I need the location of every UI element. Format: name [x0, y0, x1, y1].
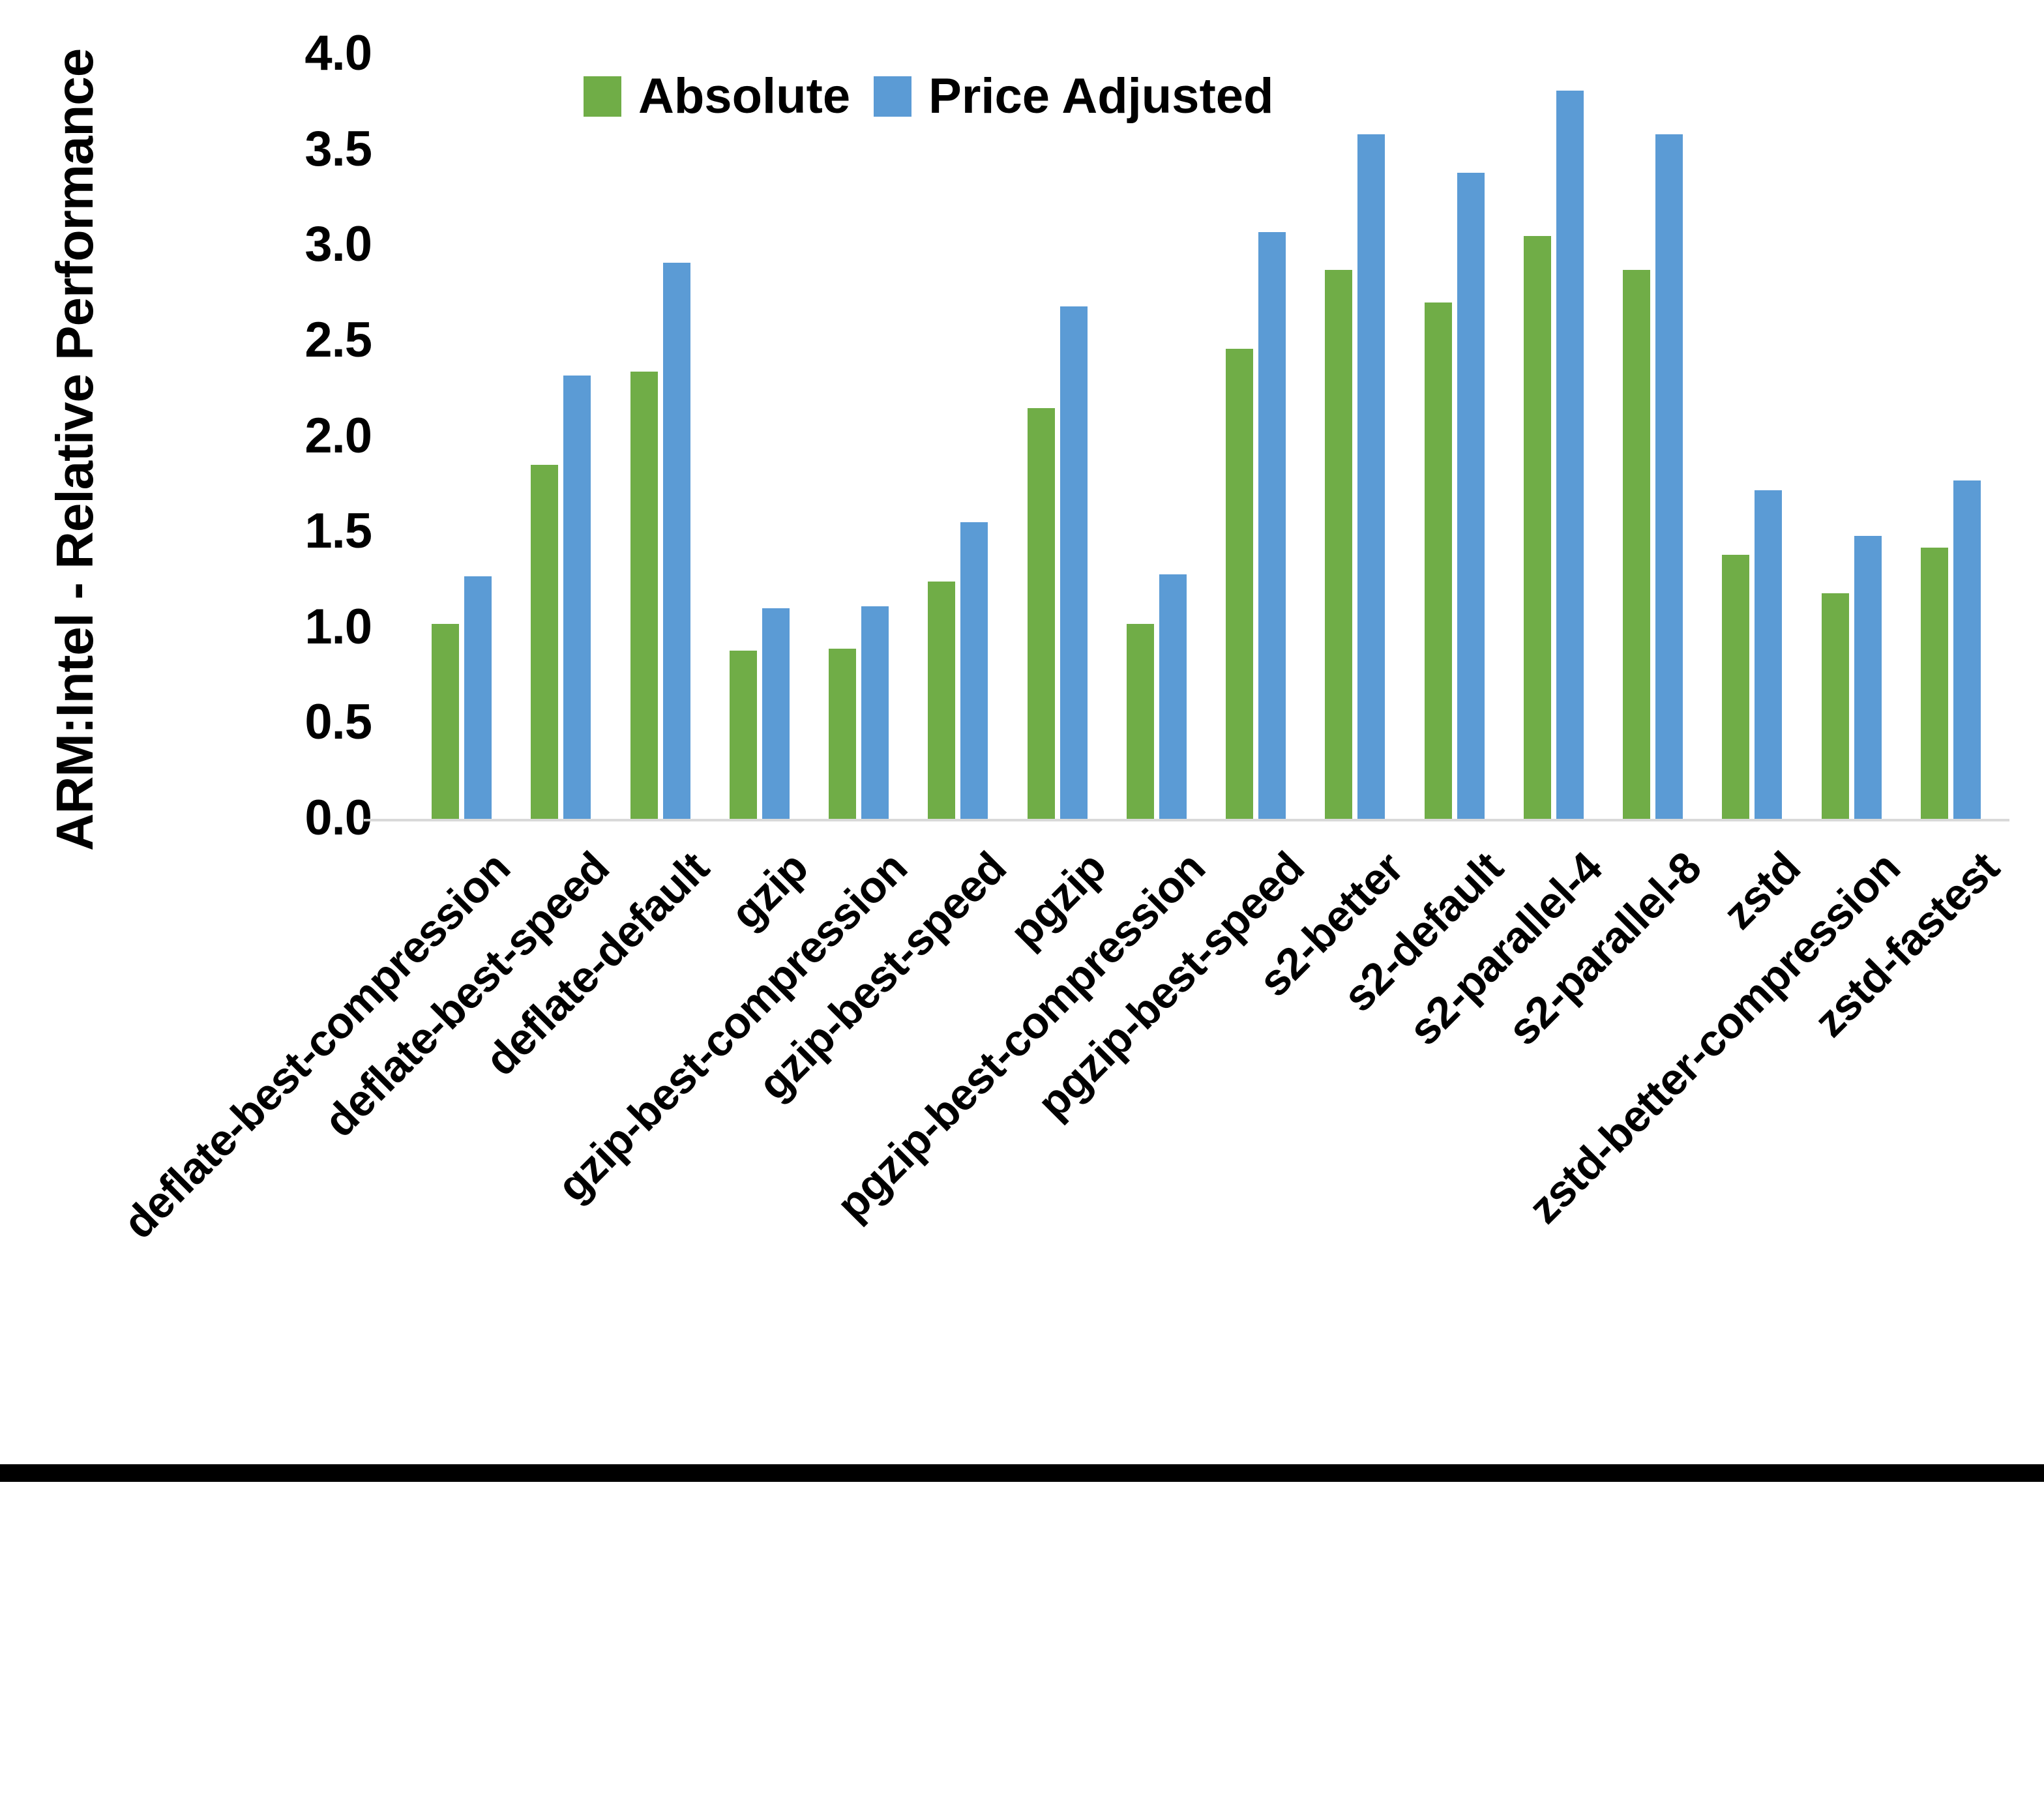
- bar-absolute: [829, 649, 857, 819]
- y-tick-label: 3.0: [304, 216, 372, 273]
- y-tick-label: 2.0: [304, 407, 372, 464]
- bar-price-adjusted: [464, 576, 492, 819]
- bar-price-adjusted: [1258, 232, 1286, 819]
- bar-absolute: [1126, 624, 1154, 819]
- y-axis-title: ARM:Intel - Relative Performance: [46, 48, 104, 851]
- bar-price-adjusted: [662, 263, 690, 819]
- bar-price-adjusted: [1357, 134, 1385, 819]
- bar-price-adjusted: [1755, 490, 1783, 819]
- bar-absolute: [1623, 270, 1651, 819]
- legend-item-absolute: Absolute: [584, 68, 850, 125]
- bar-price-adjusted: [1457, 173, 1485, 819]
- bar-price-adjusted: [1059, 306, 1088, 819]
- bar-price-adjusted: [1953, 480, 1981, 819]
- bar-absolute: [531, 465, 559, 819]
- y-tick-label: 4.0: [304, 25, 372, 81]
- bar-price-adjusted: [960, 522, 988, 819]
- bar-absolute: [729, 651, 757, 819]
- bar-absolute: [1424, 302, 1452, 819]
- y-tick-label: 1.5: [304, 503, 372, 559]
- y-tick-label: 2.5: [304, 312, 372, 368]
- bar-price-adjusted: [762, 608, 790, 819]
- bar-price-adjusted: [861, 606, 889, 819]
- bar-absolute: [1325, 270, 1353, 819]
- bar-price-adjusted: [1159, 574, 1187, 819]
- y-tick-label: 3.5: [304, 121, 372, 177]
- bar-absolute: [1027, 408, 1055, 819]
- bar-absolute: [1523, 236, 1551, 819]
- bar-absolute: [630, 372, 658, 819]
- bar-absolute: [1722, 555, 1750, 819]
- price-adjusted-series-swatch-icon: [874, 76, 912, 117]
- x-axis-line: [364, 819, 2009, 821]
- legend-label-price-adjusted: Price Adjusted: [928, 68, 1274, 124]
- bar-absolute: [1920, 548, 1948, 819]
- absolute-series-swatch-icon: [584, 76, 621, 117]
- bar-price-adjusted: [1854, 536, 1882, 819]
- bar-absolute: [1821, 593, 1849, 819]
- plot-area: [412, 54, 2000, 819]
- bar-price-adjusted: [1655, 134, 1683, 819]
- legend: Absolute Price Adjusted: [584, 68, 1273, 125]
- bar-price-adjusted: [1556, 91, 1584, 819]
- bar-price-adjusted: [563, 376, 591, 819]
- bar-chart-figure: ARM:Intel - Relative Performance Absolut…: [0, 25, 2044, 1482]
- bar-absolute: [1226, 349, 1254, 819]
- y-tick-label: 0.5: [304, 694, 372, 750]
- bar-absolute: [928, 582, 956, 819]
- bar-absolute: [432, 624, 460, 819]
- y-tick-label: 0.0: [304, 789, 372, 846]
- legend-item-price-adjusted: Price Adjusted: [874, 68, 1273, 125]
- legend-label-absolute: Absolute: [638, 68, 851, 124]
- y-tick-label: 1.0: [304, 598, 372, 655]
- bottom-border-bar: [0, 1464, 2044, 1482]
